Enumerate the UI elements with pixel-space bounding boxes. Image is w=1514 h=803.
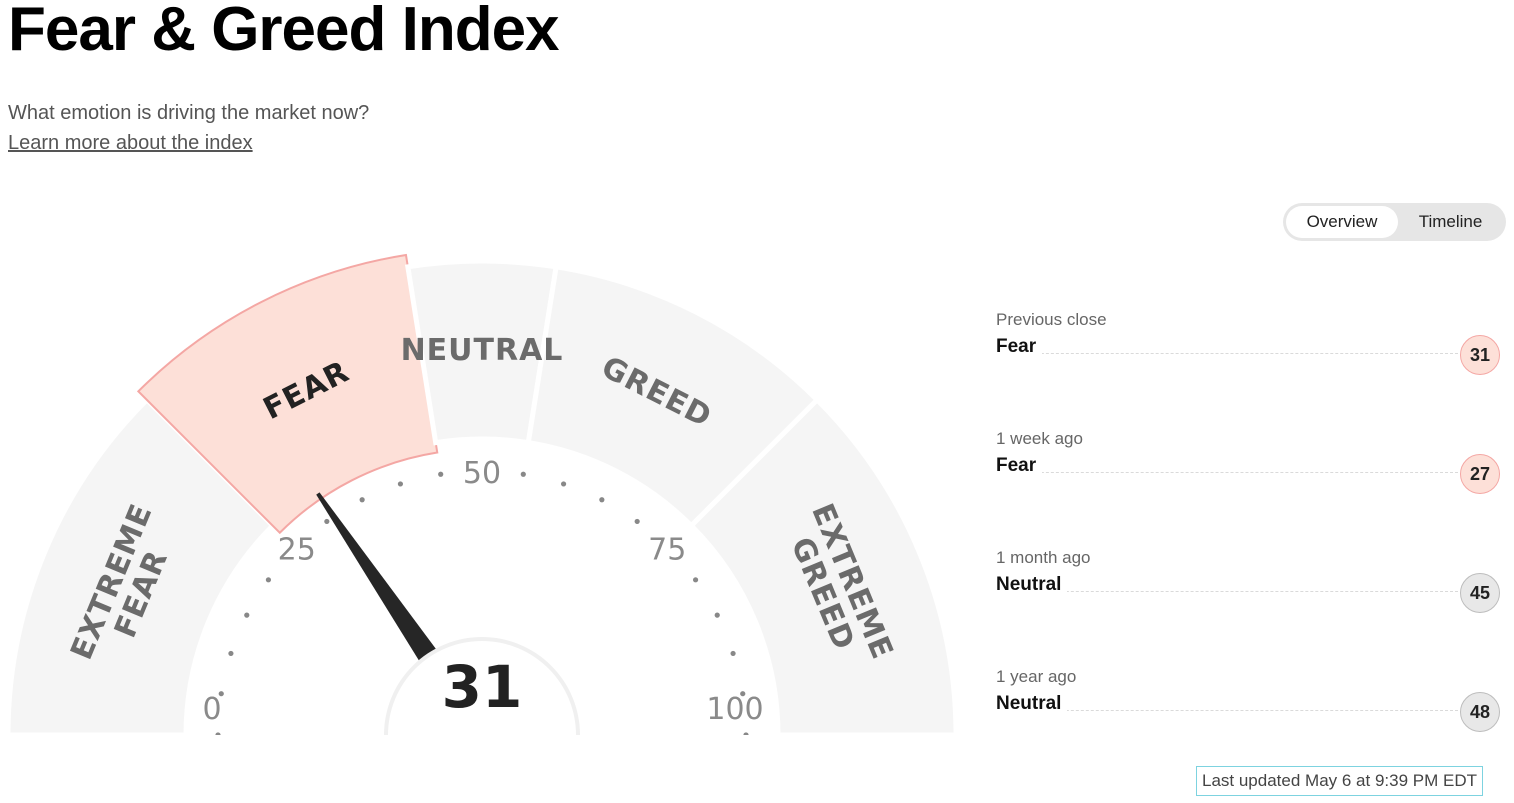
dotted-leader bbox=[996, 353, 1458, 354]
gauge-segment-extreme-greed bbox=[687, 396, 959, 738]
history-period: Previous close bbox=[996, 310, 1107, 329]
last-updated-timestamp: Last updated May 6 at 9:39 PM EDT bbox=[1196, 766, 1483, 796]
gauge-tick-label: 50 bbox=[463, 456, 501, 491]
gauge-tick-dot bbox=[634, 518, 640, 525]
history-rating: Fear bbox=[996, 336, 1043, 358]
view-toggle: Overview Timeline bbox=[1283, 203, 1506, 241]
history-item-1-year-ago: 1 year ago Neutral 48 bbox=[996, 667, 1502, 786]
gauge-tick-dot bbox=[740, 691, 746, 697]
gauge-tick-dot bbox=[265, 577, 272, 583]
history-rating: Neutral bbox=[996, 693, 1068, 715]
history-score-badge: 48 bbox=[1460, 692, 1500, 732]
history-period: 1 week ago bbox=[996, 429, 1083, 448]
dotted-leader bbox=[996, 472, 1458, 473]
history-rating: Neutral bbox=[996, 574, 1068, 596]
tab-timeline[interactable]: Timeline bbox=[1418, 212, 1483, 231]
gauge-tick-label: 75 bbox=[648, 533, 686, 568]
gauge-needle bbox=[316, 492, 447, 676]
history-score-badge: 31 bbox=[1460, 335, 1500, 375]
history-period: 1 month ago bbox=[996, 548, 1091, 567]
page-title: Fear & Greed Index bbox=[8, 0, 560, 64]
gauge-tick-dot bbox=[359, 497, 365, 503]
gauge-tick-dot bbox=[560, 481, 567, 487]
history-item-1-week-ago: 1 week ago Fear 27 bbox=[996, 429, 1502, 548]
gauge-tick-dot bbox=[228, 650, 234, 657]
dotted-leader bbox=[996, 591, 1458, 592]
gauge-baseline-mask bbox=[0, 735, 970, 740]
history-item-1-month-ago: 1 month ago Neutral 45 bbox=[996, 548, 1502, 667]
history-item-previous-close: Previous close Fear 31 bbox=[996, 310, 1502, 429]
gauge-tick-dot bbox=[397, 481, 404, 487]
gauge-tick-dot bbox=[438, 471, 444, 477]
gauge-tick-dot bbox=[692, 577, 699, 583]
history-panel: Previous close Fear 31 1 week ago Fear 2… bbox=[996, 310, 1502, 786]
gauge-tick-dot bbox=[599, 497, 605, 503]
history-score-badge: 27 bbox=[1460, 454, 1500, 494]
page-subtitle: What emotion is driving the market now? bbox=[8, 102, 370, 124]
gauge-tick-dot bbox=[730, 650, 736, 657]
dotted-leader bbox=[996, 710, 1458, 711]
gauge-tick-dot bbox=[714, 612, 720, 618]
gauge-tick-label: 25 bbox=[278, 533, 316, 568]
gauge-tick-label: 0 bbox=[202, 692, 221, 727]
gauge-tick-dot bbox=[218, 691, 224, 697]
gauge-tick-dot bbox=[324, 518, 330, 525]
gauge-score: 31 bbox=[442, 653, 523, 721]
history-rating: Fear bbox=[996, 455, 1043, 477]
history-period: 1 year ago bbox=[996, 667, 1077, 686]
gauge-tick-dot bbox=[244, 612, 250, 618]
learn-more-link[interactable]: Learn more about the index bbox=[8, 132, 253, 154]
gauge-tick-dot bbox=[520, 471, 526, 477]
gauge-label-neutral: NEUTRAL bbox=[401, 333, 564, 368]
gauge-tick-label: 100 bbox=[706, 692, 763, 727]
history-score-badge: 45 bbox=[1460, 573, 1500, 613]
tab-overview[interactable]: Overview bbox=[1286, 206, 1398, 238]
gauge-hub bbox=[388, 641, 576, 740]
